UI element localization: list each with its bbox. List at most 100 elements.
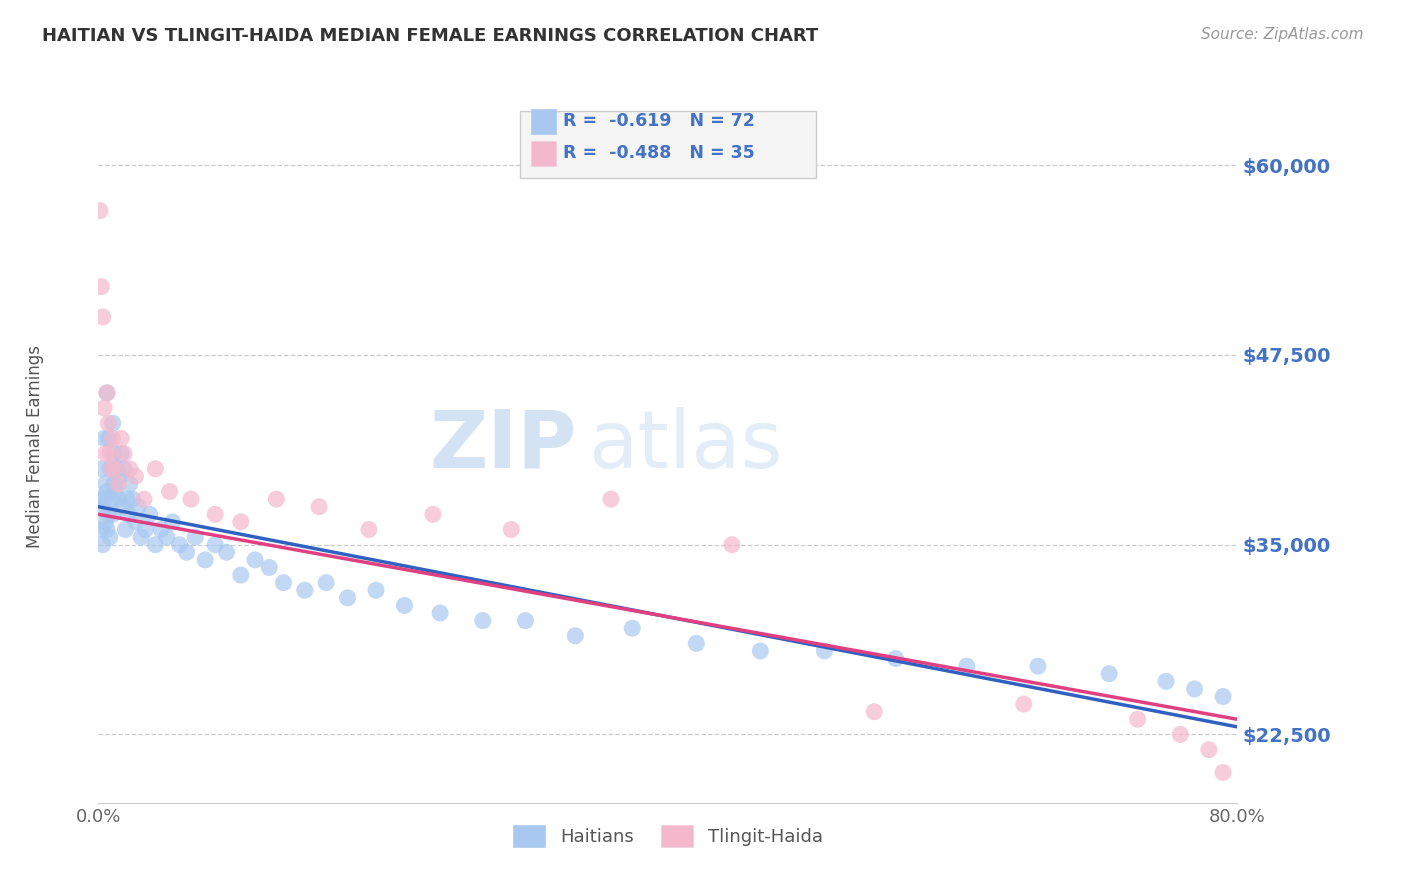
Point — [180, 492, 202, 507]
Point — [273, 575, 295, 590]
Point — [1154, 674, 1177, 689]
Text: R =  -0.488   N = 35: R = -0.488 N = 35 — [562, 145, 755, 162]
Point — [308, 500, 330, 514]
Point — [336, 591, 359, 605]
Point — [266, 492, 288, 507]
Point — [215, 545, 238, 559]
Text: Median Female Earnings: Median Female Earnings — [27, 344, 44, 548]
Point — [134, 523, 156, 537]
Point — [97, 431, 120, 445]
Point — [118, 477, 141, 491]
Point — [96, 385, 118, 400]
Point — [204, 538, 226, 552]
Point — [94, 477, 117, 491]
Point — [105, 462, 128, 476]
Point — [108, 469, 131, 483]
Point — [94, 447, 117, 461]
Point — [118, 462, 141, 476]
Point — [91, 310, 114, 324]
Legend: Haitians, Tlingit-Haida: Haitians, Tlingit-Haida — [513, 825, 823, 847]
Point — [145, 538, 167, 552]
Point — [315, 575, 337, 590]
Point — [90, 279, 112, 293]
Point — [471, 614, 494, 628]
Point — [90, 523, 112, 537]
Text: Source: ZipAtlas.com: Source: ZipAtlas.com — [1201, 27, 1364, 42]
Point — [104, 484, 127, 499]
Point — [91, 500, 114, 514]
Point — [169, 538, 191, 552]
Point — [1184, 681, 1206, 696]
Point — [243, 553, 266, 567]
Point — [100, 462, 122, 476]
Point — [1212, 765, 1234, 780]
Point — [89, 492, 111, 507]
Point — [204, 508, 226, 522]
Point — [863, 705, 886, 719]
Point — [101, 508, 124, 522]
Point — [1012, 697, 1035, 711]
Point — [145, 462, 167, 476]
Point — [162, 515, 184, 529]
Point — [94, 515, 117, 529]
Point — [101, 431, 124, 445]
Text: atlas: atlas — [588, 407, 783, 485]
Point — [394, 599, 416, 613]
Point — [621, 621, 644, 635]
Point — [229, 515, 252, 529]
Point — [229, 568, 252, 582]
Point — [956, 659, 979, 673]
Point — [1212, 690, 1234, 704]
Point — [103, 447, 125, 461]
Point — [364, 583, 387, 598]
Point — [97, 508, 120, 522]
Point — [112, 447, 135, 461]
Point — [93, 492, 115, 507]
Point — [96, 484, 118, 499]
Point — [97, 416, 120, 430]
Point — [429, 606, 451, 620]
Point — [884, 651, 907, 665]
Text: ZIP: ZIP — [429, 407, 576, 485]
Point — [121, 492, 143, 507]
FancyBboxPatch shape — [531, 141, 557, 166]
Point — [93, 431, 115, 445]
Point — [117, 508, 139, 522]
FancyBboxPatch shape — [531, 109, 557, 134]
Point — [156, 530, 179, 544]
Point — [103, 477, 125, 491]
Point — [501, 523, 523, 537]
Point — [98, 447, 121, 461]
Point — [184, 530, 207, 544]
Point — [100, 492, 122, 507]
Point — [111, 500, 134, 514]
Point — [138, 508, 160, 522]
Point — [1098, 666, 1121, 681]
Point — [93, 401, 115, 415]
Point — [96, 523, 118, 537]
Point — [259, 560, 281, 574]
Point — [176, 545, 198, 559]
Point — [127, 500, 149, 514]
Point — [159, 484, 181, 499]
Point — [1198, 742, 1220, 756]
Point — [96, 385, 118, 400]
Point — [357, 523, 380, 537]
Point — [115, 492, 138, 507]
Point — [564, 629, 586, 643]
Point — [129, 530, 152, 544]
Point — [91, 538, 114, 552]
Point — [1126, 712, 1149, 726]
Point — [104, 462, 127, 476]
Point — [515, 614, 537, 628]
Point — [89, 203, 111, 218]
Point — [194, 553, 217, 567]
Point — [98, 462, 121, 476]
Point — [150, 523, 173, 537]
Point — [101, 416, 124, 430]
Point — [110, 431, 132, 445]
FancyBboxPatch shape — [520, 111, 815, 178]
Point — [107, 477, 129, 491]
Point — [124, 515, 146, 529]
Point — [1026, 659, 1049, 673]
